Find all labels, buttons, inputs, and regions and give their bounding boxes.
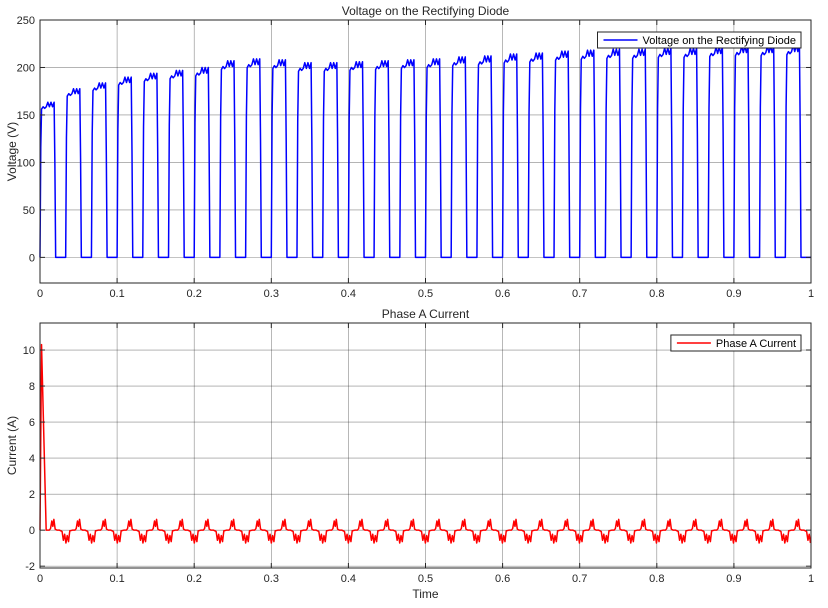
p1-xtick-label: 0.7	[572, 288, 587, 300]
p2-ytick-label: 2	[29, 489, 35, 501]
p2-xtick-label: 0.6	[495, 573, 510, 585]
voltage-legend-label: Voltage on the Rectifying Diode	[643, 35, 797, 47]
p2-xtick-label: 0.1	[109, 573, 124, 585]
p1-xtick-label: 0.8	[649, 288, 664, 300]
p1-ytick-label: 0	[29, 252, 35, 264]
p2-ytick-label: 6	[29, 417, 35, 429]
p1-xtick-label: 1	[808, 288, 814, 300]
p1-ytick-label: 200	[17, 62, 35, 74]
voltage-series-line	[39, 44, 811, 259]
voltage-chart-title: Voltage on the Rectifying Diode	[342, 4, 510, 18]
current-y-ticks: -2 0 2 4 6 8 10	[23, 345, 811, 573]
p2-xtick-label: 0	[37, 573, 43, 585]
p1-xtick-label: 0.6	[495, 288, 510, 300]
p1-ytick-label: 50	[23, 205, 35, 217]
current-series-line	[39, 343, 812, 544]
p1-ytick-label: 100	[17, 157, 35, 169]
voltage-y-ticks: 0 50 100 150 200 250	[17, 15, 811, 264]
p1-ytick-label: 250	[17, 15, 35, 27]
p1-xtick-label: 0.4	[341, 288, 356, 300]
p2-xtick-label: 1	[808, 573, 814, 585]
p1-ytick-label: 150	[17, 110, 35, 122]
p2-ytick-label: -2	[25, 561, 35, 573]
p2-xtick-label: 0.4	[341, 573, 356, 585]
current-legend-label: Phase A Current	[716, 338, 796, 350]
current-series	[39, 343, 812, 544]
p2-xtick-label: 0.3	[264, 573, 279, 585]
current-subplot: 0 0.1 0.2 0.3 0.4 0.5 0.6 0.7 0.8 0.9 1 -20246810 …	[5, 307, 814, 601]
current-y-axis-label: Current (A)	[5, 416, 19, 475]
voltage-legend-box	[597, 31, 802, 49]
p2-ytick-label: 10	[23, 345, 35, 357]
p2-xtick-label: 0.9	[726, 573, 741, 585]
voltage-subplot: 0 0.1 0.2 0.3 0.4 0.5 0.6 0.7 0.8 0.9 1 0 50 100 150 2…	[5, 4, 814, 300]
current-legend-box	[670, 334, 802, 352]
current-x-ticks: 0 0.1 0.2 0.3 0.4 0.5 0.6 0.7 0.8 0.9 1	[37, 323, 814, 585]
p2-ytick-label: 8	[29, 381, 35, 393]
current-legend: Phase A Current	[670, 334, 802, 352]
p1-xtick-label: 0.1	[109, 288, 124, 300]
voltage-y-axis-label: Voltage (V)	[5, 122, 19, 181]
p2-ytick-label: 0	[29, 525, 35, 537]
p2-xtick-label: 0.5	[418, 573, 433, 585]
voltage-series	[39, 44, 811, 259]
p1-xtick-label: 0	[37, 288, 43, 300]
p2-xtick-label: 0.8	[649, 573, 664, 585]
voltage-x-ticks: 0 0.1 0.2 0.3 0.4 0.5 0.6 0.7 0.8 0.9 1	[37, 20, 814, 300]
p1-xtick-label: 0.3	[264, 288, 279, 300]
p1-xtick-label: 0.5	[418, 288, 433, 300]
p2-ytick-label: 4	[29, 453, 35, 465]
p1-xtick-label: 0.9	[726, 288, 741, 300]
p2-xtick-label: 0.2	[187, 573, 202, 585]
current-x-axis-label: Time	[412, 587, 439, 601]
voltage-legend: Voltage on the Rectifying Diode	[597, 31, 802, 49]
current-chart-title: Phase A Current	[382, 307, 470, 321]
p1-xtick-label: 0.2	[187, 288, 202, 300]
p2-xtick-label: 0.7	[572, 573, 587, 585]
